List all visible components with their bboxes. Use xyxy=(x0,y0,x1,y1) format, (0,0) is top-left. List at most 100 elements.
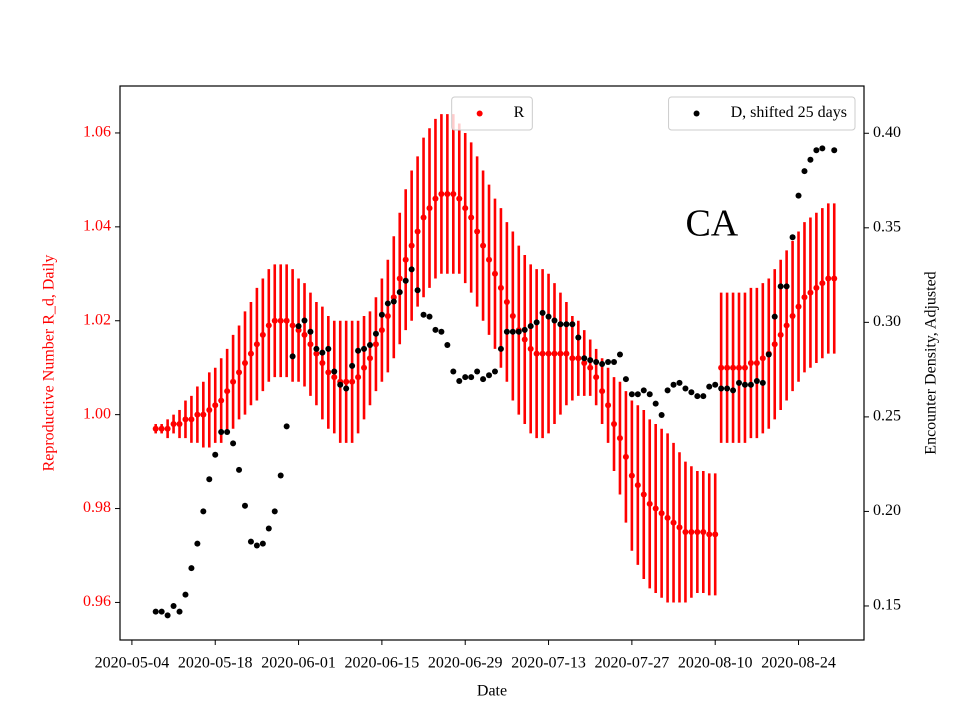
data-point xyxy=(182,591,189,598)
data-point xyxy=(503,298,510,305)
data-point xyxy=(366,342,373,349)
data-point xyxy=(646,500,653,507)
x-tick-label: 2020-07-13 xyxy=(511,655,586,672)
data-point xyxy=(712,381,719,388)
data-point xyxy=(694,393,701,400)
data-point xyxy=(599,388,606,395)
data-point xyxy=(462,205,469,212)
data-point xyxy=(414,228,421,235)
data-point xyxy=(676,524,683,531)
data-point xyxy=(688,529,695,536)
data-point xyxy=(152,425,159,432)
y2-tick-label: 0.20 xyxy=(873,502,901,519)
data-point xyxy=(819,145,826,152)
data-point xyxy=(307,341,314,348)
data-point xyxy=(575,355,582,362)
data-point xyxy=(527,323,534,330)
data-point xyxy=(402,277,409,284)
y-tick-label: 1.06 xyxy=(83,124,111,141)
data-point xyxy=(307,328,314,335)
data-point xyxy=(480,242,487,249)
data-point xyxy=(402,256,409,263)
data-point xyxy=(313,345,320,352)
data-point xyxy=(331,368,338,375)
data-point xyxy=(670,519,677,526)
data-point xyxy=(200,411,207,418)
data-point xyxy=(783,283,790,290)
data-point xyxy=(545,313,552,320)
data-point xyxy=(271,317,278,324)
data-point xyxy=(801,168,808,175)
legend: D, shifted 25 days xyxy=(668,96,856,131)
data-point xyxy=(164,425,171,432)
data-point xyxy=(718,385,725,392)
data-point xyxy=(236,369,243,376)
data-point xyxy=(700,529,707,536)
data-point xyxy=(361,364,368,371)
data-point xyxy=(241,360,248,366)
data-point xyxy=(420,214,427,221)
data-point xyxy=(188,565,195,572)
data-point xyxy=(682,385,689,392)
data-point xyxy=(289,353,296,360)
y2-tick-label: 0.25 xyxy=(873,408,901,425)
data-point xyxy=(497,345,504,352)
data-point xyxy=(611,421,618,428)
data-point xyxy=(355,347,362,354)
data-point xyxy=(736,379,743,386)
data-point xyxy=(420,311,427,318)
y-tick-label: 1.04 xyxy=(83,218,111,235)
data-point xyxy=(670,381,677,388)
data-point xyxy=(658,510,665,517)
data-point xyxy=(170,421,177,428)
y-tick-label: 1.02 xyxy=(83,311,111,328)
legend-marker xyxy=(693,110,700,117)
data-point xyxy=(456,195,463,202)
data-point xyxy=(807,156,814,163)
data-point xyxy=(331,374,338,381)
data-point xyxy=(724,364,731,371)
data-point xyxy=(628,391,635,398)
data-point xyxy=(736,364,743,371)
data-point xyxy=(456,377,463,384)
x-tick-label: 2020-08-24 xyxy=(761,655,836,672)
data-point xyxy=(789,234,796,241)
data-point xyxy=(551,350,558,357)
data-point xyxy=(551,317,558,324)
data-point xyxy=(753,377,760,384)
y-tick-label: 0.96 xyxy=(83,593,111,610)
data-point xyxy=(206,406,213,413)
y2-tick-label: 0.35 xyxy=(873,218,901,235)
data-point xyxy=(438,328,445,335)
data-point xyxy=(491,368,498,375)
data-point xyxy=(569,355,576,362)
data-point xyxy=(634,482,641,489)
data-point xyxy=(652,505,659,512)
y2-tick-label: 0.15 xyxy=(873,597,901,614)
data-point xyxy=(384,300,391,307)
data-point xyxy=(503,328,510,335)
data-point xyxy=(527,345,534,352)
data-point xyxy=(706,383,713,390)
data-point xyxy=(253,341,260,348)
data-point xyxy=(355,374,362,381)
data-point xyxy=(450,368,457,375)
x-axis-label: Date xyxy=(477,683,507,700)
data-point xyxy=(265,525,272,532)
data-point xyxy=(396,289,403,296)
data-point xyxy=(605,402,612,409)
data-point xyxy=(712,531,719,538)
data-point xyxy=(664,514,671,521)
data-point xyxy=(253,542,260,549)
data-point xyxy=(468,374,475,381)
data-point xyxy=(343,385,350,392)
y2-tick-label: 0.40 xyxy=(873,124,901,141)
data-point xyxy=(587,357,594,364)
data-point xyxy=(616,351,623,358)
data-point xyxy=(313,350,320,357)
data-point xyxy=(724,385,731,392)
data-point xyxy=(741,364,748,371)
data-point xyxy=(349,362,356,369)
data-point xyxy=(819,280,826,287)
data-point xyxy=(509,313,516,320)
